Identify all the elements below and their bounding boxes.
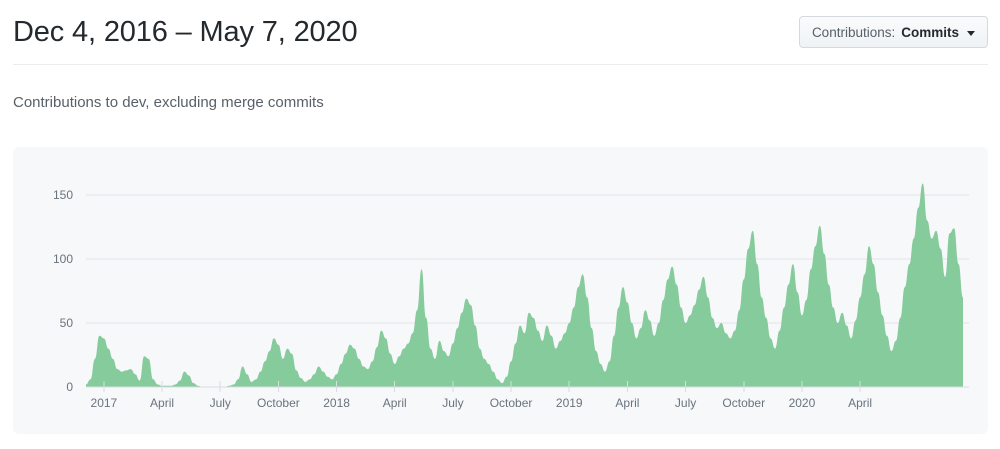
xtick-label: October [490, 396, 533, 410]
chevron-down-icon [967, 30, 975, 36]
chart-ytick-labels: 0 50 100 150 [53, 188, 73, 394]
xtick-label: 2018 [323, 396, 350, 410]
xtick-label: April [615, 396, 639, 410]
chart-gridlines [86, 194, 969, 324]
contributions-chart-card: 0 50 100 150 2017 April July October 2018 April J… [13, 147, 988, 434]
chart-subtitle: Contributions to dev, excluding merge co… [13, 94, 324, 111]
commits-area-series [86, 183, 963, 387]
xtick-label: October [722, 396, 765, 410]
xtick-label: April [848, 396, 872, 410]
page-header: Dec 4, 2016 – May 7, 2020 Contributions:… [13, 10, 988, 54]
ytick-label: 50 [60, 316, 74, 330]
xtick-label: 2019 [556, 396, 583, 410]
contributions-type-dropdown[interactable]: Contributions: Commits [798, 16, 988, 48]
contributions-area-chart[interactable]: 0 50 100 150 2017 April July October 2018 April J… [13, 147, 988, 434]
xtick-label: April [150, 396, 174, 410]
header-divider [13, 64, 988, 65]
xtick-label: October [257, 396, 300, 410]
xtick-label: 2020 [789, 396, 816, 410]
xtick-label: July [210, 396, 231, 410]
contributions-dropdown-label: Contributions: [811, 24, 896, 40]
page-title: Dec 4, 2016 – May 7, 2020 [13, 16, 358, 48]
xtick-label: 2017 [91, 396, 118, 410]
contributions-dropdown-value: Commits [901, 24, 959, 40]
ytick-label: 0 [66, 380, 73, 394]
ytick-label: 150 [53, 188, 73, 202]
xtick-label: July [442, 396, 463, 410]
xtick-label: July [675, 396, 696, 410]
ytick-label: 100 [53, 252, 73, 266]
chart-xtick-labels: 2017 April July October 2018 April July October… [91, 396, 873, 410]
xtick-label: April [383, 396, 407, 410]
